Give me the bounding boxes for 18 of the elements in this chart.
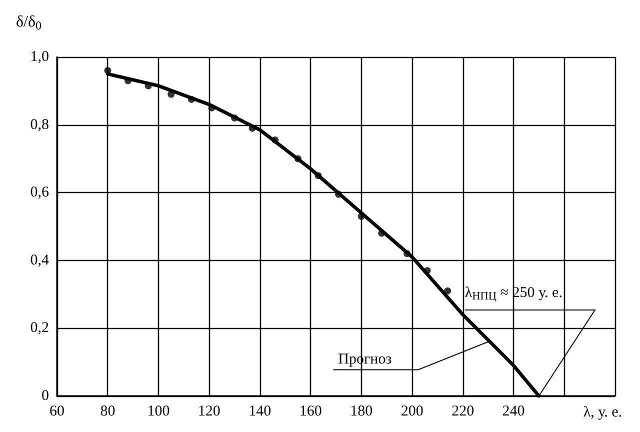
x-tick-label: 220 [452, 404, 474, 420]
y-tick-label: 0,2 [30, 320, 49, 336]
x-tick-label: 100 [147, 404, 170, 420]
y-tick-label: 1,0 [30, 49, 49, 65]
x-tick-label: 60 [50, 404, 64, 420]
y-tick-label: 0,6 [30, 184, 50, 201]
y-tick-label: 0,8 [30, 116, 49, 133]
x-tick-label: 140 [248, 404, 272, 420]
x-axis-title: λ, у. е. [583, 404, 622, 420]
x-tick-label: 240 [502, 404, 525, 420]
y-tick-label: 0,4 [30, 252, 50, 268]
x-tick-label: 160 [299, 404, 322, 420]
y-tick-label: 0 [42, 388, 49, 404]
x-tick-label: 200 [400, 404, 424, 420]
x-tick-label: 80 [100, 404, 116, 420]
x-tick-label: 120 [198, 404, 220, 420]
point [444, 287, 452, 294]
x-tick-label: 180 [350, 404, 373, 420]
